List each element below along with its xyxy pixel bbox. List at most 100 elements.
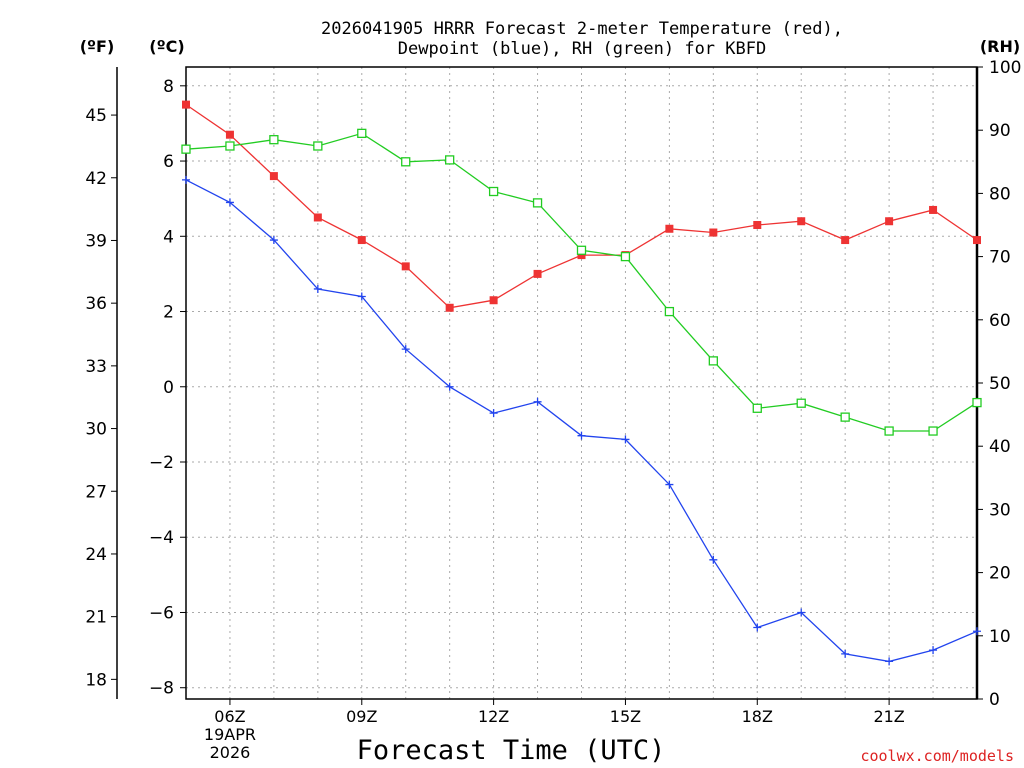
fahrenheit-tick-label: 33 (85, 357, 107, 377)
temperature-point (489, 296, 498, 305)
rh-point (225, 141, 235, 151)
temperature-point (709, 228, 718, 237)
rh-point (928, 426, 938, 436)
celsius-tick-label: 8 (163, 77, 174, 97)
dewpoint-point (533, 397, 542, 406)
fahrenheit-tick-label: 30 (85, 420, 107, 440)
rh-tick-label: 90 (989, 121, 1011, 141)
celsius-tick-label: −8 (149, 679, 174, 699)
rh-point (972, 397, 982, 408)
dewpoint-point (885, 657, 894, 666)
axes: 18212427303336394245−8−6−4−2024680102030… (85, 58, 1021, 762)
temperature-point (841, 236, 850, 245)
dewpoint-point (621, 435, 630, 444)
celsius-tick-label: −6 (149, 603, 174, 623)
rh-point (620, 251, 631, 262)
rh-point (269, 135, 279, 145)
rh-point (445, 155, 455, 165)
dewpoint-point (973, 627, 981, 636)
rh-tick-label: 40 (989, 437, 1011, 457)
temperature-point (929, 205, 938, 214)
temperature-point (885, 217, 894, 226)
x-date-label-2: 2026 (210, 743, 251, 762)
dewpoint-point (577, 431, 586, 440)
rh-point (181, 144, 191, 154)
rh-unit-label: (RH) (980, 37, 1020, 56)
dewpoint-point (709, 555, 718, 564)
rh-point (752, 403, 762, 413)
fahrenheit-tick-label: 18 (85, 670, 107, 690)
x-tick-label: 15Z (610, 707, 641, 726)
celsius-tick-label: 4 (163, 227, 174, 247)
temperature-point (665, 224, 674, 233)
temperature-point (973, 236, 981, 245)
x-tick-label: 09Z (346, 707, 377, 726)
chart-title-line1: 2026041905 HRRR Forecast 2-meter Tempera… (321, 19, 843, 39)
rh-point (313, 141, 323, 151)
dewpoint-point (797, 608, 806, 617)
celsius-tick-label: −2 (149, 453, 174, 473)
dewpoint-point (489, 409, 498, 418)
rh-point (884, 426, 894, 436)
chart-title-line2: Dewpoint (blue), RH (green) for KBFD (398, 39, 766, 59)
dewpoint-point (665, 480, 674, 489)
series-layer (181, 100, 982, 666)
rh-point (532, 198, 543, 208)
celsius-tick-label: 6 (163, 152, 174, 172)
dewpoint-point (841, 649, 850, 658)
rh-point (357, 128, 367, 139)
fahrenheit-tick-label: 45 (85, 106, 107, 126)
rh-point (796, 398, 806, 408)
fahrenheit-tick-label: 36 (85, 294, 107, 314)
dewpoint-point (357, 292, 366, 301)
plot-frame (185, 66, 978, 700)
dewpoint-point (225, 198, 234, 207)
rh-tick-label: 50 (989, 374, 1011, 394)
rh-tick-label: 30 (989, 500, 1011, 520)
dewpoint-point (269, 236, 278, 245)
temperature-point (577, 251, 586, 260)
temperature-point (357, 236, 366, 245)
x-date-label-1: 19APR (204, 725, 256, 744)
celsius-tick-label: 0 (163, 378, 174, 398)
rh-tick-label: 80 (989, 184, 1011, 204)
temperature-point (753, 221, 762, 229)
rh-tick-label: 10 (989, 627, 1011, 647)
dewpoint-point (753, 623, 762, 632)
rh-point (840, 412, 850, 422)
dewpoint-point (445, 382, 454, 391)
fahrenheit-tick-label: 21 (85, 608, 107, 628)
celsius-tick-label: 2 (163, 303, 174, 323)
fahrenheit-tick-label: 24 (85, 545, 107, 565)
fahrenheit-tick-label: 39 (85, 231, 107, 251)
temperature-point (182, 100, 190, 109)
x-axis-label: Forecast Time (UTC) (357, 735, 666, 766)
temperature-point (313, 213, 322, 222)
x-tick-label: 18Z (742, 707, 773, 726)
x-tick-label: 06Z (214, 707, 245, 726)
rh-tick-label: 70 (989, 248, 1011, 268)
temperature-point (225, 130, 234, 139)
rh-point (488, 186, 499, 197)
celsius-unit-label: (ºC) (149, 37, 184, 56)
rh-tick-label: 60 (989, 311, 1011, 331)
temperature-point (797, 217, 806, 226)
rh-tick-label: 0 (989, 690, 1000, 710)
rh-tick-label: 20 (989, 564, 1011, 584)
x-tick-label: 21Z (873, 707, 904, 726)
x-tick-label: 12Z (478, 707, 509, 726)
credit-link[interactable]: coolwx.com/models (860, 747, 1014, 765)
dewpoint-point (313, 284, 322, 293)
rh-point (664, 306, 675, 317)
fahrenheit-unit-label: (ºF) (80, 37, 115, 56)
temperature-point (533, 269, 542, 278)
rh-point (401, 157, 411, 167)
celsius-tick-label: −4 (149, 528, 174, 548)
dewpoint-point (182, 175, 190, 184)
temperature-point (445, 303, 454, 312)
fahrenheit-tick-label: 42 (85, 169, 107, 189)
rh-point (708, 356, 718, 366)
fahrenheit-tick-label: 27 (85, 482, 107, 502)
temperature-point (401, 262, 410, 271)
rh-tick-label: 100 (989, 58, 1021, 78)
